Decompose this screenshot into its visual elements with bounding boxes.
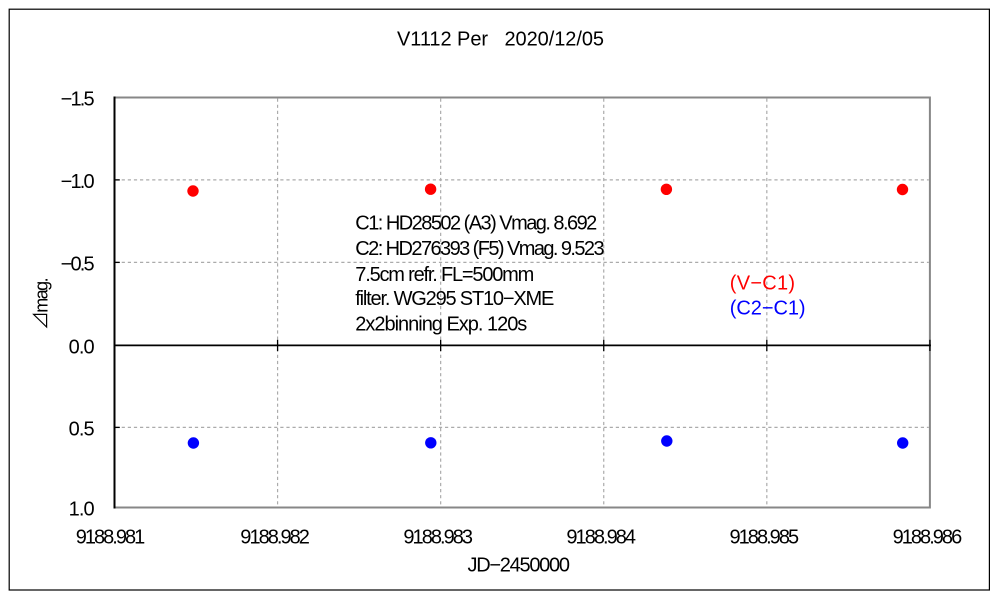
svg-text:filter. WG295 ST10−XME: filter. WG295 ST10−XME xyxy=(355,288,554,310)
svg-text:−0.5: −0.5 xyxy=(61,254,95,276)
svg-text:JD−2450000: JD−2450000 xyxy=(468,555,571,577)
svg-text:(C2−C1): (C2−C1) xyxy=(730,298,806,320)
svg-text:−1.5: −1.5 xyxy=(61,89,95,111)
svg-text:0.5: 0.5 xyxy=(69,419,95,441)
svg-text:2x2binning Exp. 120s: 2x2binning Exp. 120s xyxy=(355,313,527,335)
svg-text:9188.986: 9188.986 xyxy=(893,527,963,549)
svg-text:9188.983: 9188.983 xyxy=(403,527,473,549)
svg-text:0.0: 0.0 xyxy=(69,337,95,359)
svg-text:C2: HD276393 (F5) Vmag. 9.523: C2: HD276393 (F5) Vmag. 9.523 xyxy=(355,238,604,260)
svg-text:−1.0: −1.0 xyxy=(61,171,95,193)
svg-text:V1112 Per 2020/12/05: V1112 Per 2020/12/05 xyxy=(397,29,604,51)
svg-text:9188.985: 9188.985 xyxy=(730,527,800,549)
svg-text:9188.982: 9188.982 xyxy=(240,527,310,549)
svg-text:mag.: mag. xyxy=(31,277,51,313)
svg-text:9188.984: 9188.984 xyxy=(566,527,636,549)
svg-text:1.0: 1.0 xyxy=(69,499,95,521)
svg-text:(V−C1): (V−C1) xyxy=(730,273,795,295)
svg-text:C1: HD28502 (A3) Vmag. 8.692: C1: HD28502 (A3) Vmag. 8.692 xyxy=(355,212,597,234)
svg-text:7.5cm refr. FL=500mm: 7.5cm refr. FL=500mm xyxy=(355,264,534,286)
svg-text:9188.981: 9188.981 xyxy=(76,527,146,549)
